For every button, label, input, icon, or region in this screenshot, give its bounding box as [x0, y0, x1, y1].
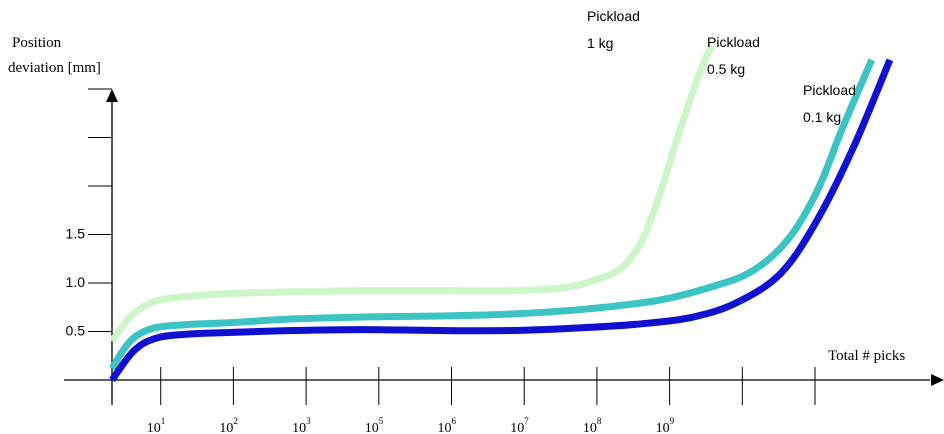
- series-label-0-5kg: 0.5 kg: [707, 61, 745, 77]
- x-tick-label: 101: [147, 416, 166, 434]
- series-label-1kg: Pickload: [587, 8, 640, 24]
- x-tick-label: 105: [365, 416, 384, 434]
- y-axis-title: deviation [mm]: [8, 60, 101, 76]
- x-tick-exponent: 7: [524, 416, 529, 426]
- x-tick-base: 10: [147, 421, 161, 434]
- x-tick-exponent: 5: [379, 416, 384, 426]
- y-axis-title: Position: [12, 35, 62, 51]
- x-tick-base: 10: [438, 421, 452, 434]
- x-tick-exponent: 2: [233, 416, 238, 426]
- series-label-0-1kg: 0.1 kg: [803, 109, 841, 125]
- x-tick-base: 10: [292, 421, 306, 434]
- series-label-0-1kg: Pickload: [803, 82, 856, 98]
- x-tick-label: 102: [219, 416, 238, 434]
- series-line-1kg: [109, 43, 716, 344]
- x-tick-label: 103: [292, 416, 311, 434]
- y-axis-arrow: [106, 89, 118, 102]
- x-tick-base: 10: [583, 421, 597, 434]
- x-tick-exponent: 8: [597, 416, 602, 426]
- x-tick-exponent: 6: [452, 416, 457, 426]
- y-tick-label: 0.5: [66, 323, 86, 339]
- series-label-0-5kg: Pickload: [707, 34, 760, 50]
- series-line-0-5kg: [109, 58, 875, 371]
- x-tick-base: 10: [510, 421, 524, 434]
- x-tick-base: 10: [365, 421, 379, 434]
- series-label-1kg: 1 kg: [587, 35, 613, 51]
- series-layer: [109, 43, 894, 383]
- x-tick-exponent: 1: [161, 416, 166, 426]
- y-tick-label: 1.5: [66, 226, 86, 242]
- x-axis-title: Total # picks: [828, 348, 905, 364]
- x-tick-label: 108: [583, 416, 602, 434]
- x-tick-base: 10: [219, 421, 233, 434]
- series-line-0-1kg: [109, 58, 894, 383]
- y-tick-label: 1.0: [66, 274, 86, 290]
- x-tick-exponent: 3: [306, 416, 311, 426]
- x-tick-base: 10: [656, 421, 670, 434]
- x-tick-label: 107: [510, 416, 529, 434]
- x-tick-label: 109: [656, 416, 675, 434]
- x-tick-label: 106: [438, 416, 457, 434]
- x-tick-exponent: 9: [670, 416, 675, 426]
- axes: [64, 88, 944, 405]
- x-axis-arrow: [931, 374, 944, 386]
